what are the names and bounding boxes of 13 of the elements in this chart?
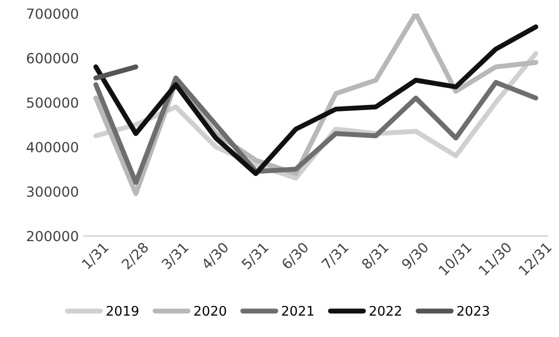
legend-label: 2019 [106, 306, 138, 316]
y-tick-label: 200000 [26, 230, 78, 242]
y-tick-label: 700000 [27, 8, 78, 19]
legend-label: 2023 [457, 306, 489, 316]
y-tick-label: 500000 [27, 97, 78, 108]
legend-label: 2022 [370, 306, 401, 316]
line-series [93, 76, 538, 185]
line-series [93, 24, 538, 176]
legend-label: 2020 [194, 306, 226, 316]
y-tick-label: 300000 [27, 186, 78, 197]
legend-label: 2021 [282, 306, 314, 316]
y-tick-label: 400000 [26, 142, 78, 152]
y-tick-label: 600000 [26, 52, 78, 64]
